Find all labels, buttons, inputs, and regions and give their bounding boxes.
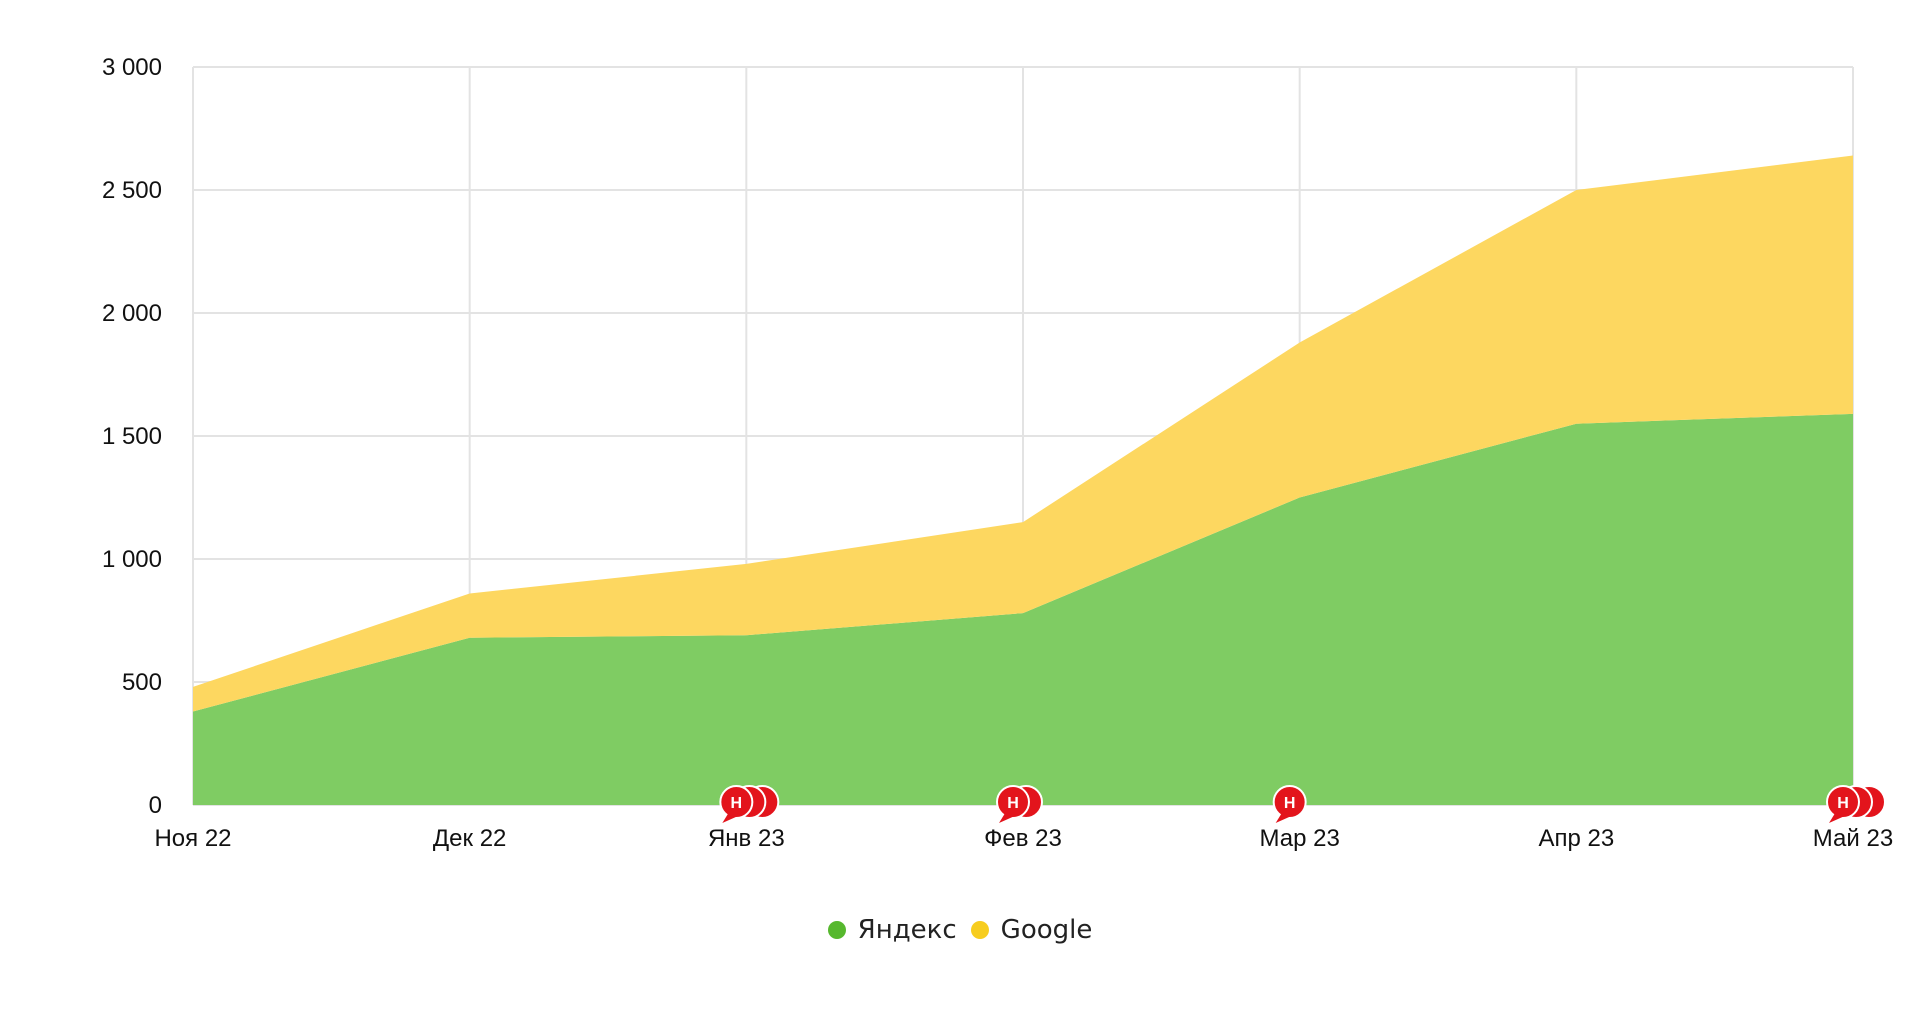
legend-label: Google [1000, 915, 1093, 945]
event-bubble [1272, 785, 1307, 819]
event-bubble [1826, 785, 1860, 819]
event-marker[interactable]: Н [1826, 785, 1886, 823]
event-marker[interactable]: Н [719, 785, 780, 823]
event-bubble-tail [722, 810, 741, 823]
area-Google[interactable] [193, 155, 1853, 712]
event-marker-label: Н [1284, 795, 1296, 812]
event-marker[interactable]: Н [1272, 785, 1307, 823]
series-areas [193, 155, 1853, 805]
y-tick-label: 500 [122, 669, 162, 696]
x-tick-label: Апр 23 [1538, 825, 1614, 852]
area-Яндекс[interactable] [193, 413, 1853, 805]
x-tick-label: Дек 22 [433, 825, 506, 852]
legend-item[interactable]: Google [970, 915, 1093, 945]
legend-item[interactable]: Яндекс [827, 915, 957, 945]
y-tick-label: 3 000 [102, 54, 162, 81]
legend-label: Яндекс [857, 915, 957, 945]
event-bubble [996, 785, 1030, 819]
y-tick-label: 2 000 [102, 300, 162, 327]
y-tick-label: 2 500 [102, 177, 162, 204]
y-axis-ticks: 0 500 1 000 1 500 2 000 2 500 3 000 [102, 54, 162, 819]
event-bubble [719, 785, 754, 819]
x-tick-label: Фев 23 [984, 825, 1062, 852]
event-bubble-tail [1829, 810, 1847, 823]
y-tick-label: 1 500 [102, 423, 162, 450]
event-bubble-tail [1275, 810, 1294, 823]
event-marker-label: Н [1837, 795, 1849, 812]
x-tick-label: Май 23 [1813, 825, 1893, 852]
legend-dot-icon [827, 921, 846, 939]
y-tick-label: 1 000 [102, 546, 162, 573]
event-bubble-tail [999, 810, 1017, 823]
y-tick-label: 0 [149, 792, 162, 819]
x-axis-ticks: Ноя 22 Дек 22 Янв 23 Фев 23 Мар 23 Апр 23 Май … [154, 825, 1893, 852]
event-marker-label: Н [1007, 795, 1019, 812]
event-marker[interactable]: Н [996, 785, 1043, 823]
legend-dot-icon [970, 921, 989, 939]
x-tick-label: Мар 23 [1260, 825, 1340, 852]
event-marker-label: Н [731, 795, 743, 812]
x-tick-label: Ноя 22 [154, 825, 231, 852]
x-tick-label: Янв 23 [708, 825, 785, 852]
chart-legend: Яндекс Google [0, 915, 1920, 945]
